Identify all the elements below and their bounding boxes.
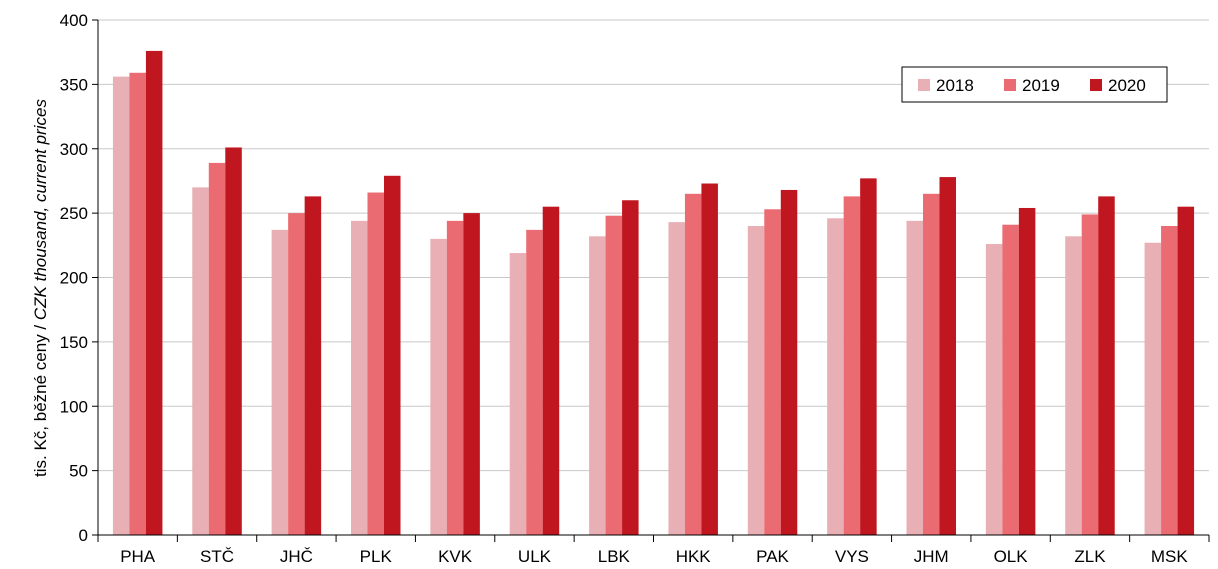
bar-PHA-2018	[112, 76, 130, 536]
bar-KVK-2019	[446, 220, 464, 535]
y-tick-label: 50	[69, 462, 88, 481]
bar-PLK-2019	[367, 192, 384, 535]
bar-VYS-2019	[843, 196, 861, 535]
legend-swatch-2018	[918, 79, 930, 91]
bar-STČ-2020	[225, 147, 242, 535]
bar-MSK-2019	[1161, 226, 1178, 535]
bar-LBK-2020	[622, 200, 639, 535]
y-tick-label: 400	[60, 11, 88, 30]
y-axis-title-main: tis. Kč, běžné ceny /	[31, 320, 50, 477]
legend-label-2018: 2018	[936, 76, 974, 95]
bar-MSK-2018	[1144, 242, 1162, 536]
x-tick-label: STČ	[200, 547, 234, 566]
bar-JHČ-2019	[288, 213, 305, 535]
y-tick-label: 300	[60, 140, 88, 159]
bar-PLK-2020	[384, 175, 401, 535]
bar-PHA-2020	[145, 50, 163, 536]
bar-HKK-2018	[668, 222, 685, 535]
x-tick-label: LBK	[598, 547, 631, 566]
y-tick-label: 200	[60, 269, 88, 288]
x-tick-label: VYS	[835, 547, 869, 566]
bar-ZLK-2019	[1081, 214, 1099, 535]
bar-OLK-2020	[1018, 207, 1036, 535]
legend: 2018 2019 2020	[901, 66, 1168, 103]
bar-VYS-2018	[827, 218, 844, 535]
x-tick-label: ULK	[518, 547, 552, 566]
y-axis-title-italic: CZK thousand, current prices	[31, 99, 50, 321]
bar-JHM-2019	[923, 193, 940, 535]
bar-PAK-2020	[780, 189, 798, 535]
bar-OLK-2018	[985, 244, 1003, 535]
y-tick-label: 150	[60, 333, 88, 352]
legend-box	[901, 66, 1168, 103]
legend-swatch-2019	[1004, 79, 1016, 91]
bar-JHČ-2020	[304, 196, 322, 535]
bar-VYS-2020	[860, 178, 877, 536]
x-tick-label: HKK	[676, 547, 712, 566]
bar-KVK-2018	[430, 238, 447, 535]
x-tick-label: JHM	[914, 547, 949, 566]
bar-JHM-2020	[939, 177, 956, 535]
bar-ZLK-2018	[1065, 236, 1082, 536]
x-tick-label: ZLK	[1074, 547, 1106, 566]
y-tick-label: 0	[79, 526, 88, 545]
bar-OLK-2019	[1002, 224, 1019, 535]
x-tick-label: MSK	[1151, 547, 1189, 566]
legend-swatch-2020	[1090, 79, 1102, 91]
bar-ZLK-2020	[1098, 196, 1115, 535]
x-tick-label: PHA	[120, 547, 156, 566]
bar-PAK-2018	[747, 226, 765, 535]
legend-label-2019: 2019	[1022, 76, 1060, 95]
bar-PHA-2019	[129, 72, 146, 535]
bar-KVK-2020	[463, 213, 480, 535]
bar-PAK-2019	[764, 209, 781, 535]
y-tick-label: 350	[60, 75, 88, 94]
bar-HKK-2019	[684, 193, 702, 535]
bar-STČ-2019	[208, 162, 226, 535]
y-tick-label: 250	[60, 204, 88, 223]
bar-LBK-2018	[589, 236, 606, 536]
x-tick-labels: PHA STČ JHČ PLK KVK ULK LBK HKK PAK VYS JHM OLK ZLK M…	[97, 535, 1210, 566]
bar-ULK-2019	[526, 229, 543, 536]
y-axis-title: tis. Kč, běžné ceny / CZK thousand, curr…	[31, 99, 50, 477]
y-tick-labels: 0 50 100 150 200 250 300 350 400	[60, 11, 98, 545]
x-tick-label: JHČ	[280, 547, 313, 566]
legend-label-2020: 2020	[1108, 76, 1146, 95]
bar-JHM-2018	[906, 220, 923, 535]
bar-HKK-2020	[701, 183, 718, 535]
bar-MSK-2020	[1177, 206, 1195, 535]
bars	[112, 50, 1195, 536]
x-tick-label: KVK	[438, 547, 473, 566]
bar-JHČ-2018	[271, 229, 289, 536]
bar-ULK-2018	[509, 253, 527, 535]
bar-PLK-2018	[351, 220, 368, 535]
x-tick-label: PLK	[360, 547, 393, 566]
bar-ULK-2020	[542, 206, 560, 535]
x-tick-label: OLK	[994, 547, 1029, 566]
x-tick-label: PAK	[756, 547, 789, 566]
bar-LBK-2019	[605, 215, 623, 535]
bar-STČ-2018	[192, 187, 209, 535]
y-tick-label: 100	[60, 397, 88, 416]
